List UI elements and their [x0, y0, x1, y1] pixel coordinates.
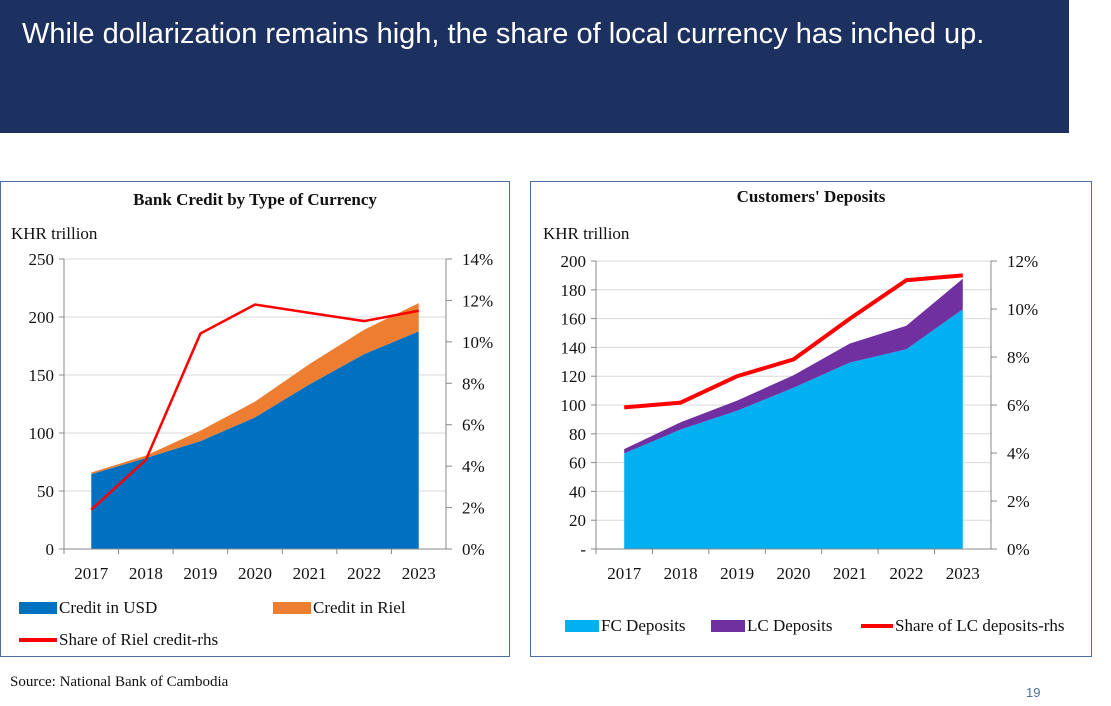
y-tick-label: 100 [561, 396, 587, 415]
area-fc-deposits [624, 309, 963, 549]
y-tick-label: 40 [569, 482, 586, 501]
y2-tick-label: 6% [1007, 396, 1030, 415]
legend-item: LC Deposits [711, 616, 832, 636]
y-tick-label: 160 [561, 310, 587, 329]
slide-title: While dollarization remains high, the sh… [22, 18, 985, 50]
page-number: 19 [1026, 685, 1041, 700]
x-tick-label: 2017 [607, 564, 642, 583]
chart-plot: - 20 40 60 80 100 120 140 160 180 200 0% 2% 4% 6% 8% 10%… [561, 252, 1039, 583]
y2-tick-label: 0% [462, 540, 485, 559]
y2-tick-label: 2% [1007, 492, 1030, 511]
legend-swatch [273, 602, 311, 614]
legend-label: Credit in USD [59, 598, 158, 617]
legend-label: Share of LC deposits-rhs [895, 616, 1065, 635]
y2-tick-label: 4% [1007, 444, 1030, 463]
y2-tick-label: 10% [462, 333, 493, 352]
area-lc-deposits [624, 278, 963, 454]
y2-tick-label: 0% [1007, 540, 1030, 559]
x-tick-label: 2022 [889, 564, 923, 583]
y-tick-label: 20 [569, 511, 586, 530]
y-tick-label: 80 [569, 425, 586, 444]
y2-tick-label: 10% [1007, 300, 1038, 319]
source-note: Source: National Bank of Cambodia [10, 674, 229, 690]
line-series [90, 303, 419, 511]
x-tick-label: 2017 [74, 564, 109, 583]
legend-item: Share of Riel credit-rhs [19, 630, 218, 650]
chart-plot: 0 50 100 150 200 250 0% 2% 4% 6% 8% 10% 12% 14% 2017 20… [29, 250, 494, 583]
x-tick-label: 2019 [183, 564, 217, 583]
y-axis-label: KHR trillion [11, 224, 98, 243]
y-tick-label: 140 [561, 338, 587, 357]
legend-item: Credit in USD [19, 598, 157, 618]
y-tick-label: 200 [561, 252, 587, 271]
x-tick-label: 2018 [129, 564, 163, 583]
legend-label: Credit in Riel [313, 598, 406, 617]
bank-credit-chart: Bank Credit by Type of Currency KHR tril… [0, 181, 510, 657]
legend-swatch [19, 602, 57, 614]
y-tick-label: 200 [29, 308, 55, 327]
legend-label: FC Deposits [601, 616, 686, 635]
x-tick-label: 2018 [664, 564, 698, 583]
legend-item: Credit in Riel [273, 598, 406, 618]
line-series [624, 273, 963, 410]
area-credit-in-riel [91, 303, 419, 475]
area-credit-in-usd [91, 331, 419, 549]
legend-swatch [711, 620, 745, 632]
x-tick-label: 2022 [347, 564, 381, 583]
legend-label: LC Deposits [747, 616, 833, 635]
y-axis-label: KHR trillion [543, 224, 630, 243]
y2-tick-label: 4% [462, 457, 485, 476]
legend-swatch [861, 624, 893, 628]
x-tick-label: 2023 [402, 564, 436, 583]
y2-tick-label: 6% [462, 416, 485, 435]
y-tick-label: 60 [569, 454, 586, 473]
legend-item: FC Deposits [565, 616, 686, 636]
y2-tick-label: 8% [462, 374, 485, 393]
y-tick-label: 180 [561, 281, 587, 300]
y2-tick-label: 2% [462, 499, 485, 518]
legend-swatch [565, 620, 599, 632]
x-tick-label: 2020 [777, 564, 811, 583]
chart-title: Bank Credit by Type of Currency [133, 190, 377, 209]
y-tick-label: 100 [29, 424, 55, 443]
y2-tick-label: 8% [1007, 348, 1030, 367]
legend-swatch [19, 638, 57, 642]
y-tick-label: - [580, 540, 586, 559]
y-tick-label: 150 [29, 366, 55, 385]
y-tick-label: 250 [29, 250, 55, 269]
title-bar: While dollarization remains high, the sh… [0, 0, 1069, 133]
y-tick-label: 50 [37, 482, 54, 501]
x-tick-label: 2021 [293, 564, 327, 583]
y-tick-label: 120 [561, 367, 587, 386]
y2-tick-label: 12% [462, 291, 493, 310]
x-tick-label: 2021 [833, 564, 867, 583]
y-tick-label: 0 [46, 540, 55, 559]
x-tick-label: 2020 [238, 564, 272, 583]
y2-tick-label: 14% [462, 250, 493, 269]
x-tick-label: 2023 [946, 564, 980, 583]
y2-tick-label: 12% [1007, 252, 1038, 271]
chart-title: Customers' Deposits [736, 187, 886, 206]
customer-deposits-chart: Customers' Deposits KHR trillion - 20 40 60… [530, 181, 1092, 657]
legend-label: Share of Riel credit-rhs [59, 630, 219, 649]
x-tick-label: 2019 [720, 564, 754, 583]
legend-item: Share of LC deposits-rhs [861, 616, 1065, 636]
